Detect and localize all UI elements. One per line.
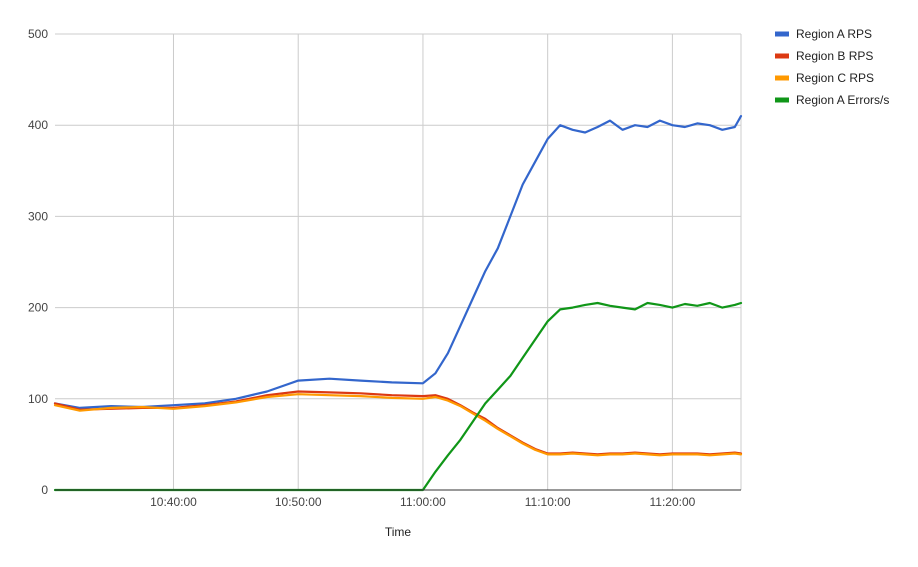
legend: Region A RPS Region B RPS Region C RPS Regi… <box>775 27 889 107</box>
legend-label: Region A Errors/s <box>796 93 889 107</box>
gridlines <box>55 33 742 490</box>
y-tick-label: 100 <box>28 392 48 406</box>
x-tick-label: 10:50:00 <box>275 495 322 509</box>
series-line-2 <box>53 393 743 457</box>
series-line-3 <box>53 301 743 492</box>
y-tick-label: 400 <box>28 118 48 132</box>
series-line-1 <box>53 390 743 456</box>
y-tick-label: 300 <box>28 209 48 223</box>
y-tick-label: 200 <box>28 301 48 315</box>
legend-label: Region B RPS <box>796 49 873 63</box>
y-tick-label: 500 <box>28 27 48 41</box>
legend-swatch <box>775 97 789 103</box>
legend-swatch <box>775 53 789 59</box>
y-tick-label: 0 <box>41 483 48 497</box>
x-tick-label: 11:00:00 <box>400 495 446 509</box>
series-line-0 <box>53 114 743 409</box>
y-axis-ticks: 0 100 200 300 400 500 <box>28 27 48 497</box>
x-tick-label: 10:40:00 <box>150 495 197 509</box>
legend-label: Region A RPS <box>796 27 872 41</box>
series-lines <box>53 114 743 492</box>
x-tick-label: 11:20:00 <box>649 495 695 509</box>
x-axis-label: Time <box>385 525 412 539</box>
legend-swatch <box>775 75 789 81</box>
legend-label: Region C RPS <box>796 71 874 85</box>
legend-swatch <box>775 31 789 37</box>
x-tick-label: 11:10:00 <box>525 495 571 509</box>
x-axis-ticks: 10:40:00 10:50:00 11:00:00 11:10:00 11:20:00 <box>150 495 696 509</box>
